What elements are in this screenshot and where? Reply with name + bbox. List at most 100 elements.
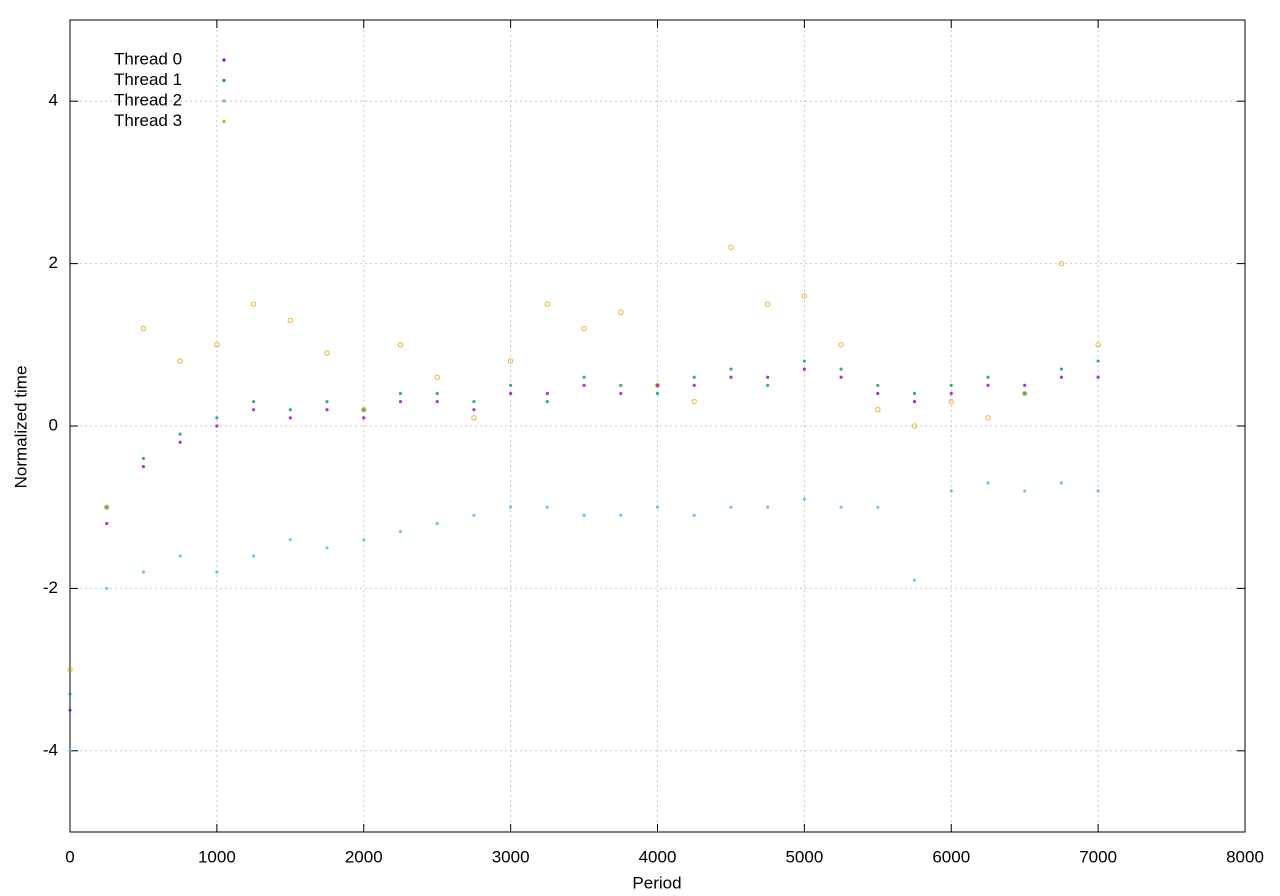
point (692, 375, 696, 379)
point (655, 505, 660, 509)
point (141, 465, 146, 469)
point (287, 317, 294, 324)
point (104, 504, 110, 510)
point (471, 415, 477, 421)
point (545, 391, 549, 396)
point (215, 416, 219, 420)
point (654, 382, 661, 389)
point (288, 538, 292, 542)
legend-marker (222, 99, 226, 103)
point (215, 424, 219, 428)
point (67, 666, 73, 673)
point (912, 578, 917, 582)
x-tick-label: 7000 (1079, 847, 1117, 866)
point (838, 342, 844, 348)
point (362, 416, 366, 420)
legend-label: Thread 3 (114, 111, 182, 130)
legend-label: Thread 1 (114, 70, 182, 89)
y-tick-label: 2 (49, 253, 58, 272)
point (1023, 489, 1027, 493)
point (582, 513, 586, 517)
point (545, 505, 549, 509)
point (1021, 390, 1028, 397)
point (876, 505, 880, 509)
point (361, 407, 367, 413)
point (802, 359, 806, 363)
point (509, 383, 513, 387)
point (619, 391, 623, 396)
point (948, 398, 954, 405)
point (801, 293, 808, 299)
point (766, 505, 770, 509)
point (949, 383, 953, 387)
legend-label: Thread 2 (114, 90, 182, 109)
point (1096, 375, 1100, 379)
point (251, 408, 256, 412)
legend-marker (222, 119, 226, 124)
x-tick-label: 8000 (1226, 847, 1264, 866)
y-axis-label: Normalized time (11, 366, 30, 489)
point (802, 367, 806, 371)
point (178, 432, 182, 436)
point (288, 408, 292, 412)
point (68, 708, 72, 712)
point (215, 570, 219, 574)
x-axis-label: Period (632, 873, 681, 892)
legend-marker (222, 78, 226, 83)
point (986, 375, 990, 379)
y-tick-label: -4 (43, 740, 58, 759)
point (214, 342, 220, 348)
point (251, 400, 256, 404)
point (986, 383, 990, 387)
point (618, 309, 624, 316)
point (507, 358, 514, 364)
y-tick-label: 0 (49, 415, 58, 434)
point (324, 350, 330, 356)
point (545, 400, 549, 404)
legend-label: Thread 0 (114, 49, 182, 68)
point (764, 301, 771, 307)
point (766, 383, 770, 387)
point (1023, 391, 1027, 396)
point (691, 398, 697, 405)
point (582, 375, 586, 379)
point (251, 554, 256, 558)
point (839, 505, 843, 509)
x-tick-label: 4000 (639, 847, 677, 866)
point (509, 505, 513, 509)
point (728, 244, 734, 251)
point (472, 408, 476, 412)
point (434, 374, 440, 380)
point (655, 383, 660, 387)
point (766, 375, 770, 379)
point (619, 513, 623, 517)
point (911, 423, 918, 429)
point (435, 391, 439, 396)
point (325, 400, 329, 404)
point (472, 400, 476, 404)
point (398, 400, 403, 404)
point (986, 481, 990, 485)
point (729, 367, 733, 371)
point (729, 505, 733, 509)
point (729, 375, 733, 379)
x-tick-label: 6000 (932, 847, 970, 866)
point (1059, 375, 1064, 379)
point (509, 391, 513, 396)
point (105, 505, 109, 509)
point (875, 407, 881, 413)
point (325, 546, 329, 550)
point (1023, 383, 1027, 387)
point (140, 325, 147, 332)
point (435, 400, 439, 404)
point (325, 408, 329, 412)
point (362, 408, 366, 412)
x-tick-label: 5000 (785, 847, 823, 866)
point (619, 383, 623, 387)
point (1059, 367, 1064, 371)
point (362, 538, 366, 542)
point (178, 554, 182, 558)
point (544, 301, 551, 307)
point (839, 367, 843, 371)
